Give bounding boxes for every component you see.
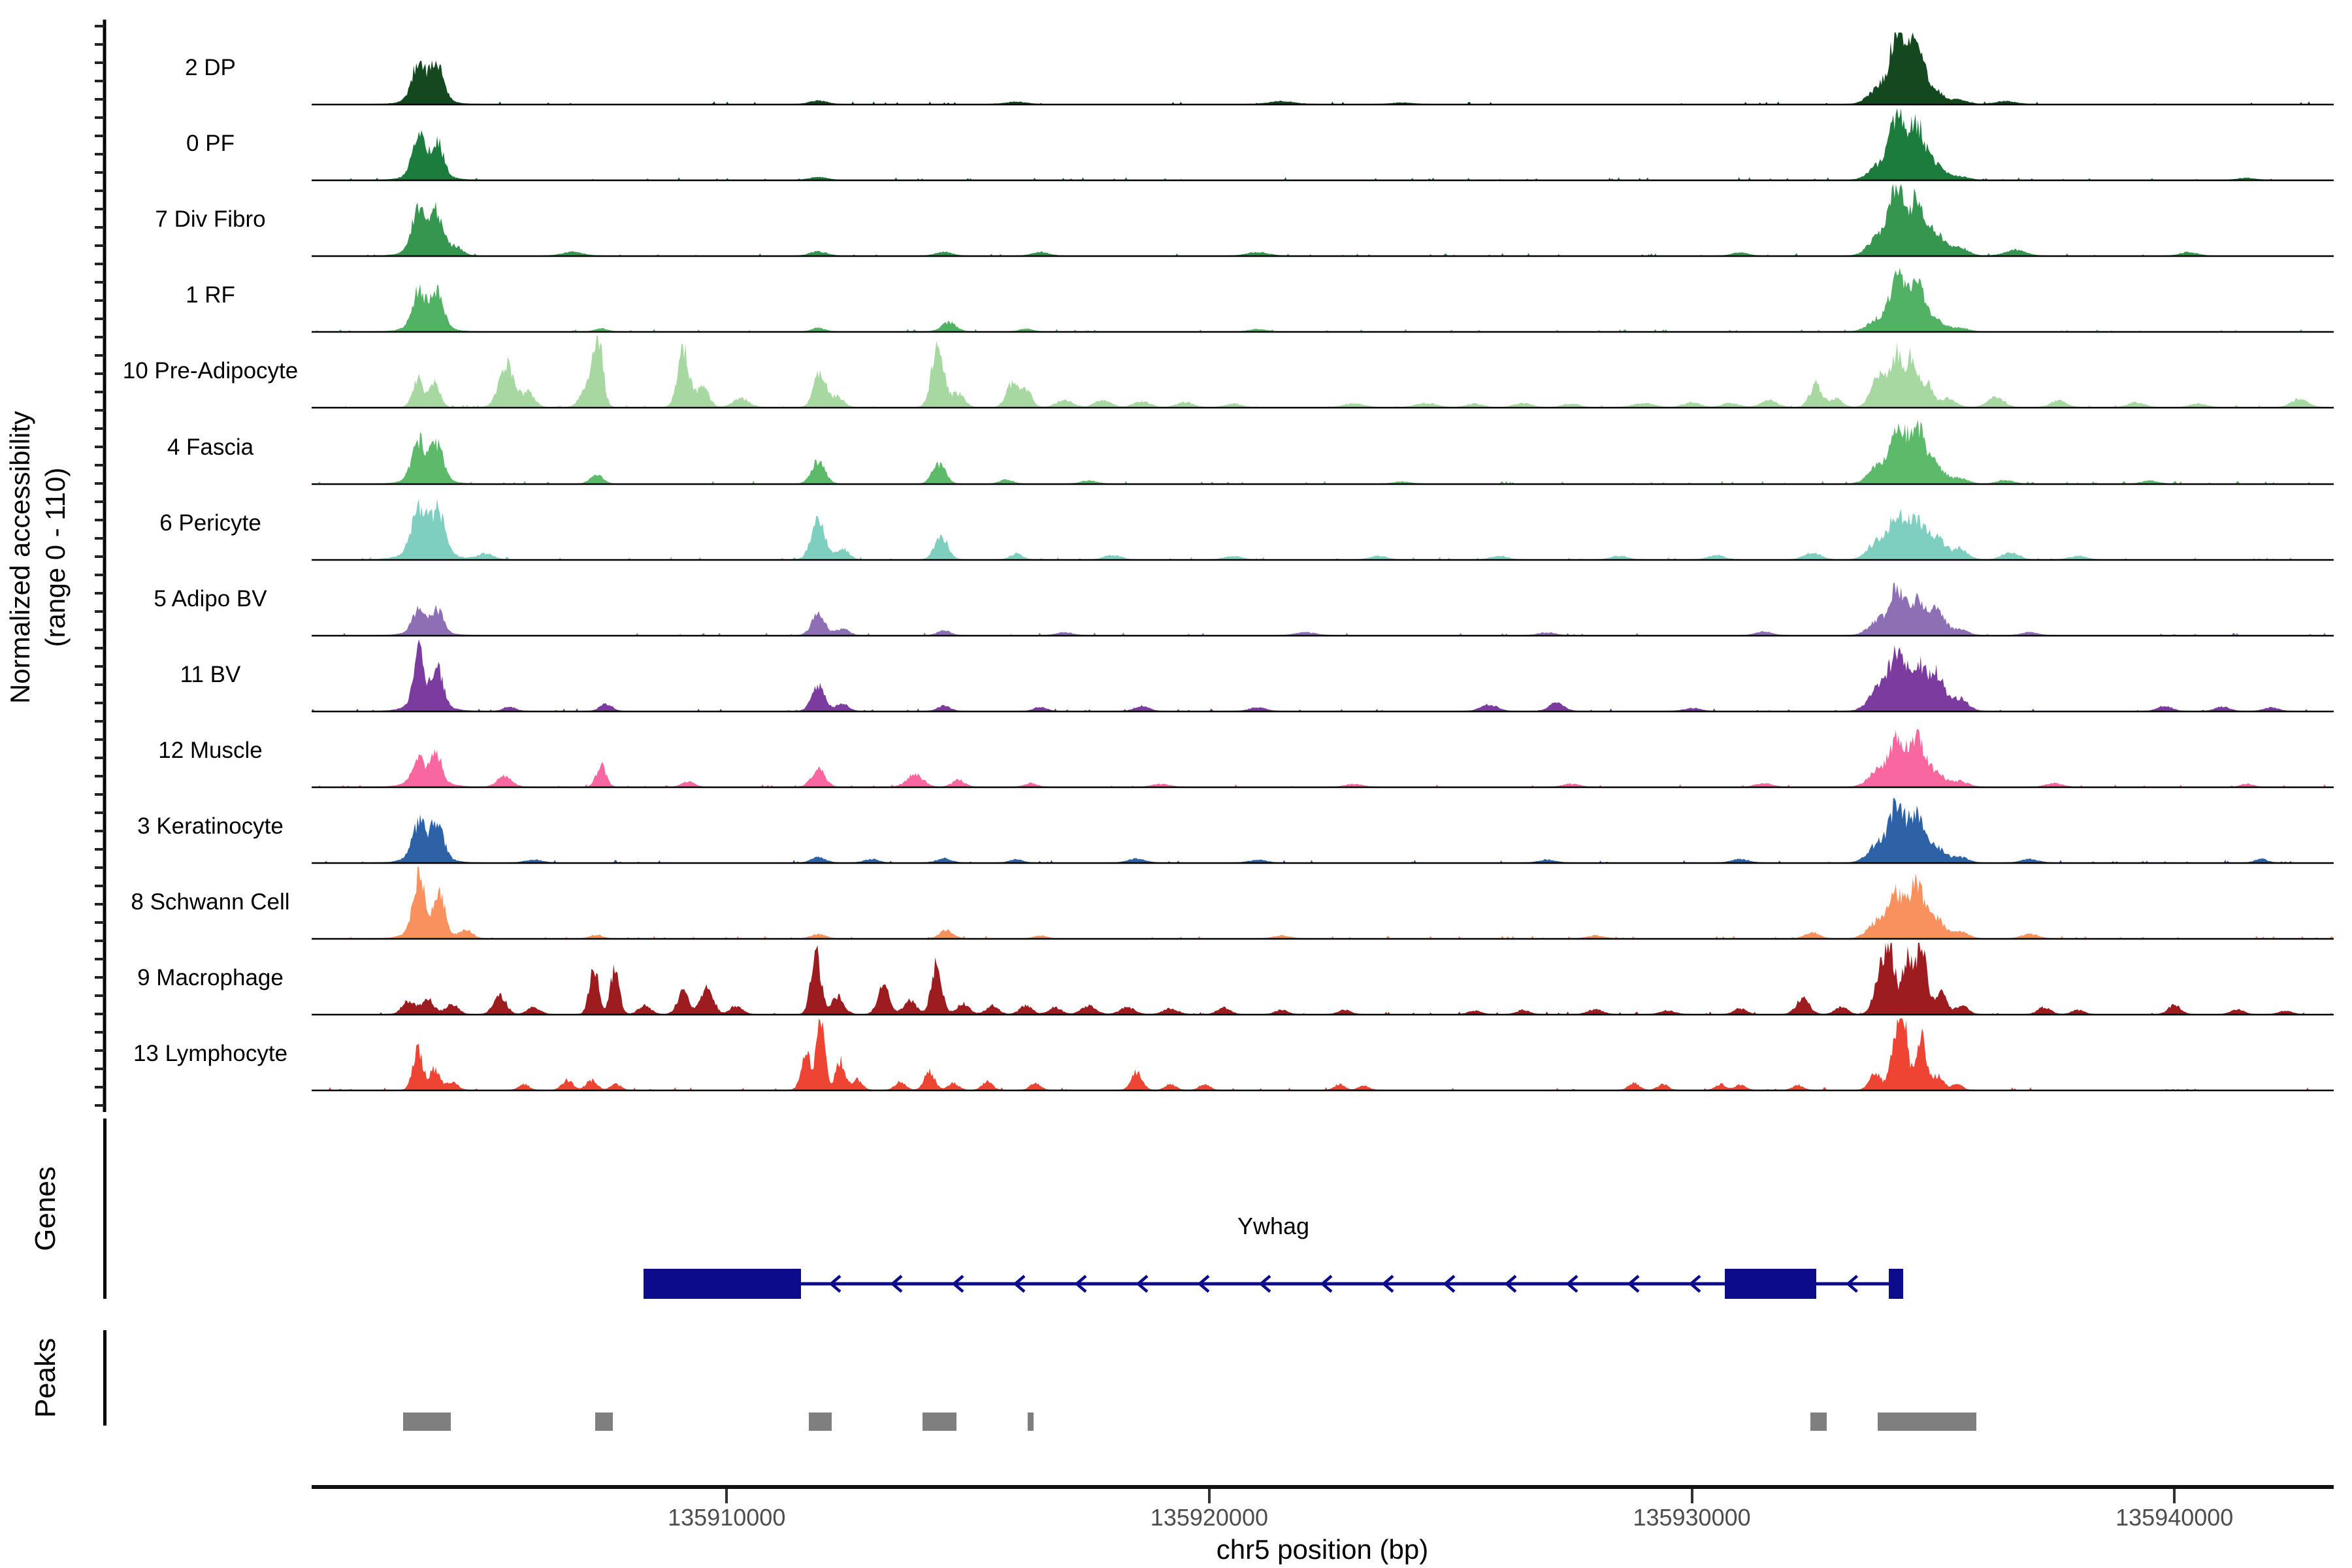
track-label: 12 Muscle [158, 737, 263, 763]
peaks-axis-line [103, 1330, 106, 1426]
track-signal [312, 498, 2334, 561]
track-signal [312, 942, 2334, 1016]
x-axis-title: chr5 position (bp) [1216, 1534, 1429, 1565]
track-signal [312, 728, 2334, 789]
x-tick-mark [725, 1489, 728, 1503]
x-tick-label: 135940000 [2115, 1504, 2234, 1531]
track-label: 0 PF [186, 131, 235, 157]
peak-interval [922, 1413, 956, 1431]
peak-interval [1877, 1413, 1976, 1431]
x-tick-mark [2173, 1489, 2176, 1503]
x-tick-mark [1690, 1489, 1693, 1503]
track-signal [312, 267, 2334, 333]
track-label: 3 Keratinocyte [137, 813, 284, 839]
track-label: 2 DP [185, 55, 236, 80]
track-signal [312, 32, 2334, 106]
accessibility-y-axis [95, 20, 106, 1112]
track-signal [312, 336, 2334, 409]
x-tick-mark [1207, 1489, 1211, 1503]
track-label: 4 Fascia [167, 434, 254, 460]
peak-interval [402, 1413, 451, 1431]
track-signal [312, 866, 2334, 940]
peak-interval [808, 1413, 832, 1431]
track-label: 11 BV [180, 661, 241, 687]
peak-interval [595, 1413, 613, 1431]
genes-axis-line [103, 1119, 106, 1299]
track-signal [312, 184, 2334, 257]
y-axis-label: Normalized accessibility (range 0 - 110) [3, 100, 73, 1015]
track-label: 5 Adipo BV [154, 585, 267, 612]
track-label: 10 Pre-Adipocyte [122, 358, 299, 384]
track-label: 6 Pericyte [159, 510, 261, 536]
peak-interval [1810, 1413, 1827, 1431]
track-signal [312, 1019, 2334, 1092]
track-label: 9 Macrophage [137, 965, 284, 991]
track-label: 13 Lymphocyte [133, 1041, 288, 1067]
y-axis-label-line1: Normalized accessibility [5, 410, 35, 704]
track-signal [312, 108, 2334, 182]
track-signal [312, 582, 2334, 636]
peak-interval [1027, 1413, 1034, 1431]
track-label: 8 Schwann Cell [131, 889, 290, 915]
x-tick-label: 135930000 [1633, 1504, 1751, 1531]
track-signal [312, 798, 2334, 864]
x-tick-label: 135910000 [668, 1504, 786, 1531]
track-signal [312, 639, 2334, 713]
track-signal [312, 419, 2334, 485]
y-axis-label-line2: (range 0 - 110) [40, 467, 71, 647]
peaks-section-label: Peaks [29, 1337, 61, 1418]
track-label: 7 Div Fibro [155, 206, 266, 233]
gene-model-ywhag [643, 1269, 1904, 1299]
x-axis-line [312, 1485, 2334, 1489]
track-label: 1 RF [186, 282, 235, 308]
gene-name-label: Ywhag [1237, 1213, 1310, 1239]
x-tick-label: 135920000 [1150, 1504, 1268, 1531]
